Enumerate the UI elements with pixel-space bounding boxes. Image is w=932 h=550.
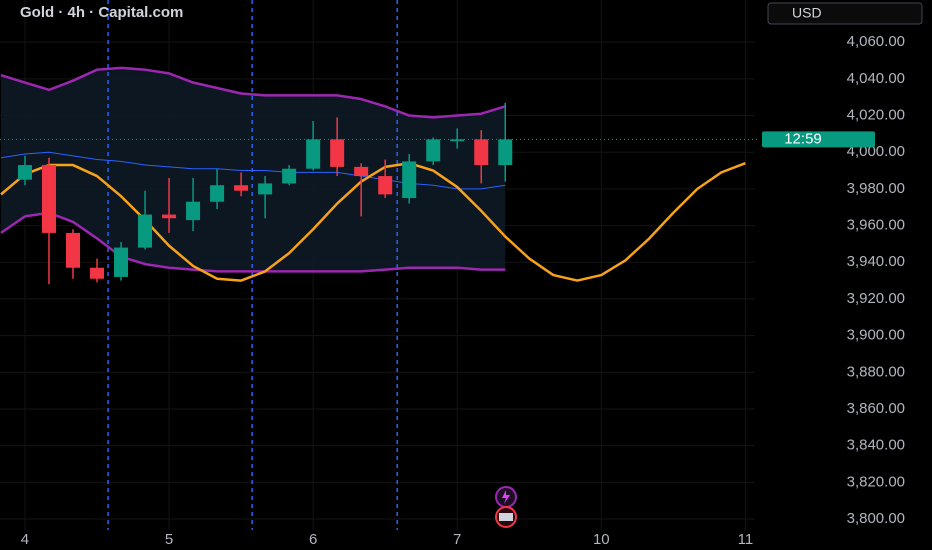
candle-layer (17, 102, 513, 285)
y-tick-label: 3,860.00 (847, 400, 905, 417)
candle-body (450, 139, 465, 142)
y-tick-label: 3,940.00 (847, 253, 905, 270)
y-tick-label: 4,020.00 (847, 107, 905, 124)
x-tick-label: 4 (21, 531, 29, 548)
wave-line (0, 161, 746, 282)
y-tick-label: 3,960.00 (847, 217, 905, 234)
currency-button[interactable] (767, 2, 923, 25)
band-line (0, 151, 506, 190)
x-tick-label: 6 (309, 531, 317, 548)
band-fill (0, 67, 506, 272)
candle-body (138, 214, 153, 248)
y-tick-label: 4,060.00 (847, 33, 905, 50)
last-price-badge (762, 131, 875, 148)
candle-body (378, 176, 393, 195)
candle-body (402, 161, 417, 199)
line-layer (0, 0, 746, 530)
currency-label[interactable]: USD (792, 5, 822, 21)
y-tick-label: 3,920.00 (847, 290, 905, 307)
candle-body (354, 166, 369, 177)
candle-body (474, 139, 489, 166)
y-tick-label: 3,900.00 (847, 327, 905, 344)
y-tick-label: 3,820.00 (847, 473, 905, 490)
candle-body (426, 139, 441, 162)
candle-body (258, 183, 273, 195)
band-line (0, 66, 506, 119)
chart-title: Gold · 4h · Capital.com (20, 4, 183, 21)
candle-body (17, 165, 32, 180)
candle-body (498, 139, 513, 166)
event-glyph (502, 490, 510, 504)
candle-body (330, 139, 345, 167)
y-tick-label: 3,880.00 (847, 363, 905, 380)
candle-body (90, 267, 105, 279)
event-glyph (499, 513, 513, 521)
y-tick-label: 4,040.00 (847, 70, 905, 87)
y-tick-label: 3,800.00 (847, 510, 905, 527)
x-tick-label: 10 (593, 531, 610, 548)
y-tick-label: 3,840.00 (847, 437, 905, 454)
candle-body (66, 232, 81, 268)
candle-body (282, 168, 297, 184)
countdown-label: 12:59 (784, 130, 822, 147)
y-tick-label: 3,980.00 (847, 180, 905, 197)
x-tick-label: 11 (738, 531, 754, 548)
event-icons (495, 486, 517, 528)
band-line (0, 211, 506, 273)
candle-body (114, 247, 129, 277)
x-tick-label: 7 (453, 531, 461, 548)
candle-body (306, 139, 321, 169)
overlay-layer: 3,800.00 3,820.00 3,840.00 3,860.00 3,880.00… (0, 33, 905, 548)
candle-body (162, 214, 177, 219)
candle-body (186, 201, 201, 221)
band-layer (0, 67, 506, 272)
candle-body (210, 185, 225, 202)
y-tick-label: 4,000.00 (847, 143, 905, 160)
candle-body (41, 165, 56, 233)
x-tick-label: 5 (165, 531, 173, 548)
candle-body (234, 185, 249, 191)
